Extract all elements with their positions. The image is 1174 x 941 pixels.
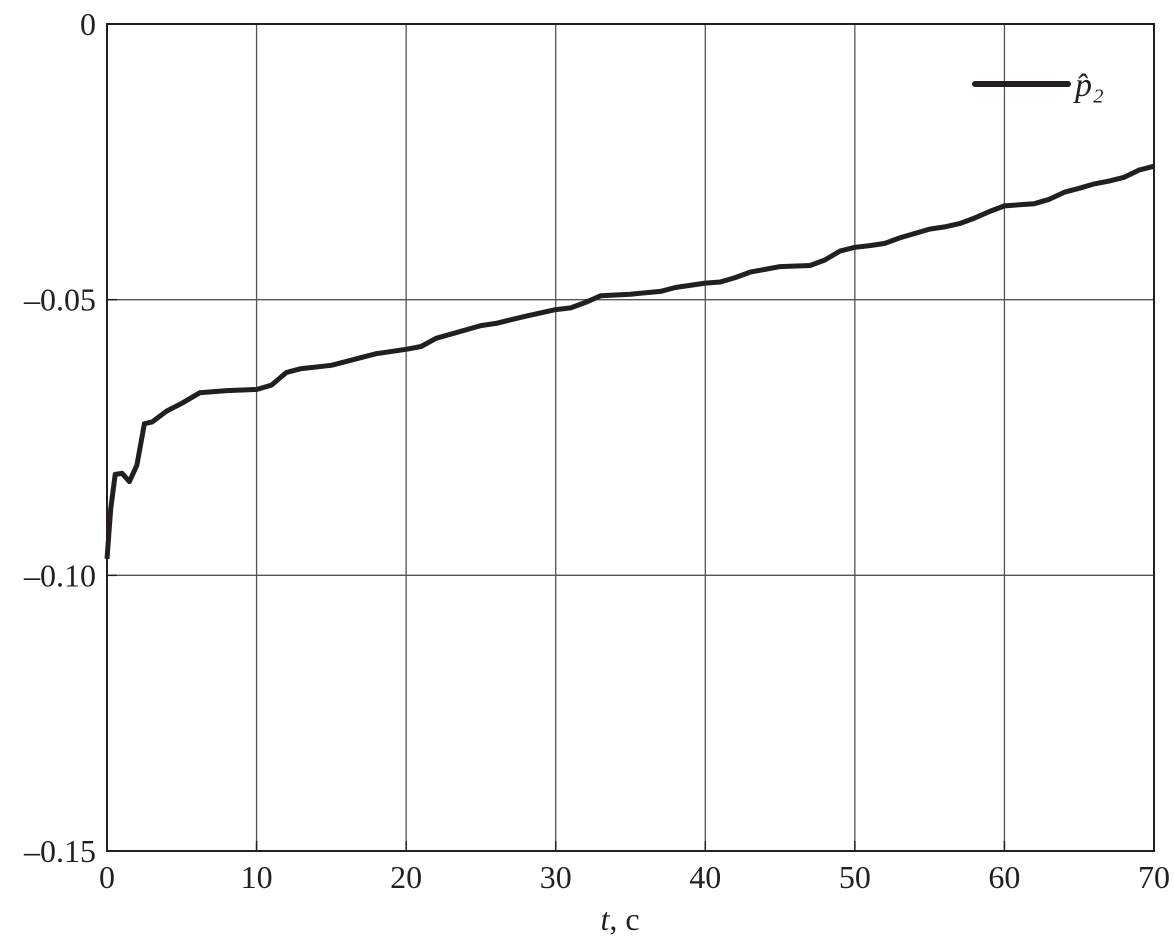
x-tick-label: 50 xyxy=(839,859,871,895)
x-axis-label: t, c xyxy=(600,901,639,937)
y-tick-label: –0.10 xyxy=(23,557,96,593)
grid xyxy=(107,24,1154,851)
x-tick-label: 10 xyxy=(241,859,273,895)
y-tick-label: –0.05 xyxy=(23,282,96,318)
y-ticks: 0 –0.05 –0.10 –0.15 xyxy=(23,6,117,869)
x-tick-label: 40 xyxy=(689,859,721,895)
x-ticks: 0 10 20 30 40 50 60 70 xyxy=(99,841,1170,895)
y-tick-label: 0 xyxy=(80,6,96,42)
x-tick-label: 60 xyxy=(988,859,1020,895)
plot-frame xyxy=(106,23,1155,852)
x-tick-label: 0 xyxy=(99,859,115,895)
series-layer xyxy=(104,163,1155,559)
legend: p̂₂ xyxy=(972,67,1104,104)
y-tick-label: –0.15 xyxy=(23,833,96,869)
legend-label: p̂₂ xyxy=(1073,67,1104,104)
x-tick-label: 20 xyxy=(390,859,422,895)
x-tick-label: 30 xyxy=(540,859,572,895)
x-tick-label: 70 xyxy=(1138,859,1170,895)
series-line xyxy=(104,163,1155,559)
